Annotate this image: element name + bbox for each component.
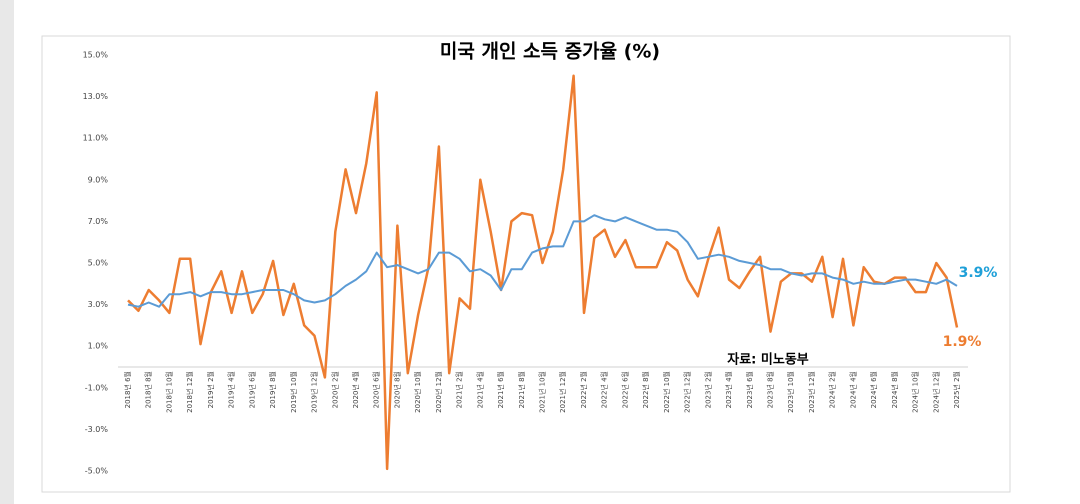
chart-frame (41, 35, 1011, 493)
y-tick-label: 3.0% (88, 300, 109, 309)
x-tick-label: 2023년 10월 (786, 371, 795, 413)
x-tick-label: 2019년 8월 (268, 371, 277, 408)
x-tick-label: 2018년 12월 (185, 371, 194, 413)
y-tick-label: -5.0% (85, 467, 109, 476)
x-tick-label: 2019년 4월 (227, 371, 236, 408)
y-tick-label: -3.0% (85, 425, 109, 434)
annotation: 3.9% (959, 265, 998, 281)
x-tick-label: 2018년 8월 (144, 371, 153, 408)
x-tick-label: 2020년 4월 (351, 371, 360, 408)
y-tick-label: 5.0% (88, 259, 109, 268)
y-tick-label: 15.0% (83, 51, 109, 60)
x-tick-label: 2024년 4월 (848, 371, 857, 408)
x-tick-label: 2021년 12월 (558, 371, 567, 413)
x-tick-label: 2023년 2월 (703, 371, 712, 408)
x-tick-label: 2019년 12월 (310, 371, 319, 413)
x-tick-label: 2024년 12월 (931, 371, 940, 413)
x-tick-label: 2018년 10월 (164, 371, 173, 413)
x-tick-label: 2022년 2월 (579, 371, 588, 408)
x-tick-label: 2023년 8월 (765, 371, 774, 408)
x-tick-label: 2025년 2월 (952, 371, 961, 408)
x-tick-label: 2022년 6월 (620, 371, 629, 408)
x-tick-label: 2020년 12월 (434, 371, 443, 413)
series-line (127, 214, 958, 308)
x-tick-label: 2022년 10월 (662, 371, 671, 413)
y-tick-label: 13.0% (83, 92, 109, 101)
y-tick-label: -1.0% (85, 383, 109, 392)
chart-title: 미국 개인 소득 증가율 (%) (440, 41, 660, 63)
y-tick-label: 11.0% (83, 134, 109, 143)
x-tick-label: 2023년 12월 (807, 371, 816, 413)
x-tick-label: 2022년 12월 (683, 371, 692, 413)
x-tick-label: 2020년 8월 (392, 371, 401, 408)
x-tick-label: 2024년 2월 (828, 371, 837, 408)
x-tick-label: 2021년 4월 (475, 371, 484, 408)
x-tick-label: 2020년 6월 (372, 371, 381, 408)
x-tick-label: 2018년 6월 (123, 371, 132, 408)
x-tick-label: 2020년 10월 (413, 371, 422, 413)
x-tick-label: 2019년 2월 (206, 371, 215, 408)
x-tick-label: 2019년 6월 (247, 371, 256, 408)
x-tick-label: 2022년 4월 (600, 371, 609, 408)
annotation: 1.9% (943, 334, 982, 350)
x-tick-label: 2020년 2월 (330, 371, 339, 408)
annotation: 자료: 미노동부 (727, 352, 809, 368)
x-tick-label: 2021년 8월 (517, 371, 526, 408)
x-tick-label: 2024년 6월 (869, 371, 878, 408)
y-tick-label: 1.0% (88, 342, 109, 351)
x-tick-label: 2022년 8월 (641, 371, 650, 408)
series-line (127, 74, 959, 471)
y-tick-label: 9.0% (88, 175, 109, 184)
x-tick-label: 2021년 10월 (538, 371, 547, 413)
x-tick-label: 2024년 10월 (911, 371, 920, 413)
y-tick-label: 7.0% (88, 217, 109, 226)
x-tick-label: 2019년 10월 (289, 371, 298, 413)
x-tick-label: 2023년 4월 (724, 371, 733, 408)
x-tick-label: 2024년 8월 (890, 371, 899, 408)
x-tick-label: 2021년 6월 (496, 371, 505, 408)
x-tick-label: 2023년 6월 (745, 371, 754, 408)
x-tick-label: 2021년 2월 (455, 371, 464, 408)
left-edge (0, 0, 14, 504)
